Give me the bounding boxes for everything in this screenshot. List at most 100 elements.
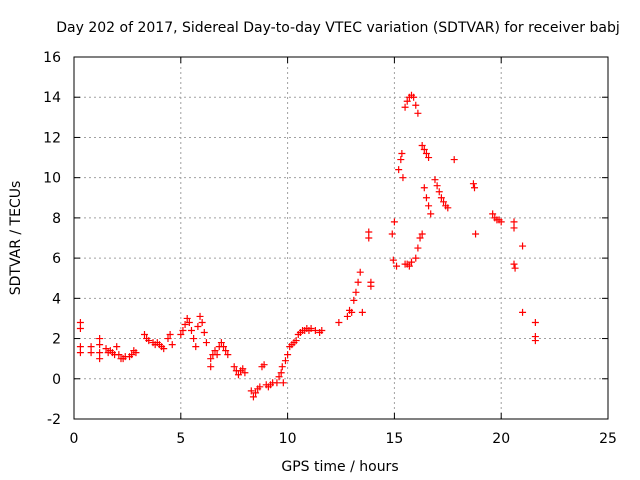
x-tick-label: 15 [385, 431, 403, 447]
data-point [420, 146, 428, 154]
data-point [472, 230, 480, 238]
y-tick-label: 8 [52, 211, 61, 227]
data-point [407, 258, 415, 266]
data-point [435, 188, 443, 196]
data-point [444, 204, 452, 212]
data-point [207, 363, 215, 371]
data-point [241, 369, 249, 377]
data-point [168, 341, 176, 349]
data-point [166, 331, 174, 339]
y-tick-label: 6 [52, 251, 61, 267]
data-point [252, 389, 260, 397]
data-point [192, 343, 200, 351]
chart-title: Day 202 of 2017, Sidereal Day-to-day VTE… [56, 20, 619, 36]
data-point [202, 339, 210, 347]
data-point [416, 234, 424, 242]
data-point [185, 318, 193, 326]
data-point [425, 154, 433, 162]
data-point [510, 224, 518, 232]
data-point [318, 327, 326, 335]
data-point [354, 278, 362, 286]
x-axis-label: GPS time / hours [281, 459, 398, 475]
data-point [222, 347, 230, 355]
data-point [422, 194, 430, 202]
data-point [249, 393, 257, 401]
data-point [102, 345, 110, 353]
data-point [140, 331, 148, 339]
data-point [260, 361, 268, 369]
data-point [87, 349, 95, 357]
data-point [510, 218, 518, 226]
data-point [190, 335, 198, 343]
data-point [160, 345, 168, 353]
data-point [433, 182, 441, 190]
data-point [234, 371, 242, 379]
plot-frame [73, 56, 609, 420]
data-point [281, 357, 289, 365]
data-point [422, 150, 430, 158]
data-point [164, 335, 172, 343]
y-tick-label: 10 [43, 171, 61, 187]
data-point [213, 351, 221, 359]
y-tick-label: 4 [52, 291, 61, 307]
data-point [418, 141, 426, 149]
data-point [335, 318, 343, 326]
data-point [437, 194, 445, 202]
data-point [365, 228, 373, 236]
data-point [207, 355, 215, 363]
data-point [427, 210, 435, 218]
data-point [418, 230, 426, 238]
data-point [367, 282, 375, 290]
y-tick-label: 2 [52, 332, 61, 348]
data-point [531, 318, 539, 326]
data-point [390, 218, 398, 226]
data-point [403, 97, 411, 105]
data-point [284, 351, 292, 359]
data-point [217, 339, 225, 347]
data-point [519, 308, 527, 316]
data-point [292, 337, 300, 345]
data-point [471, 184, 478, 192]
data-point [76, 349, 84, 357]
data-point [256, 383, 264, 391]
data-point [397, 156, 405, 164]
data-point [113, 343, 121, 351]
data-point [410, 93, 418, 101]
data-point [278, 363, 286, 371]
data-point [275, 373, 283, 381]
data-point [358, 308, 366, 316]
data-point [450, 156, 458, 164]
data-point [96, 355, 104, 363]
data-point [145, 337, 153, 345]
y-tick-label: 0 [52, 372, 61, 388]
data-point [414, 244, 422, 252]
data-point [87, 343, 95, 351]
data-point [220, 343, 228, 351]
data-point [273, 379, 281, 387]
data-point [398, 150, 406, 158]
data-point [356, 268, 364, 276]
data-point [132, 349, 140, 357]
data-point [395, 166, 403, 174]
data-point [348, 308, 356, 316]
data-point [343, 312, 351, 320]
x-tick-label: 10 [279, 431, 297, 447]
data-point [519, 242, 527, 250]
data-point [401, 103, 409, 111]
x-tick-label: 0 [70, 431, 79, 447]
data-point [230, 363, 238, 371]
data-point [352, 288, 360, 296]
data-point [307, 325, 315, 332]
y-axis-label: SDTVAR / TECUs [8, 181, 24, 296]
data-point [181, 320, 189, 328]
data-point [405, 262, 413, 270]
x-tick-label: 20 [492, 431, 510, 447]
data-point [412, 254, 420, 262]
data-point [194, 322, 202, 330]
data-point [239, 365, 247, 373]
data-point [211, 347, 219, 355]
data-point [96, 349, 104, 357]
data-point [414, 109, 422, 117]
